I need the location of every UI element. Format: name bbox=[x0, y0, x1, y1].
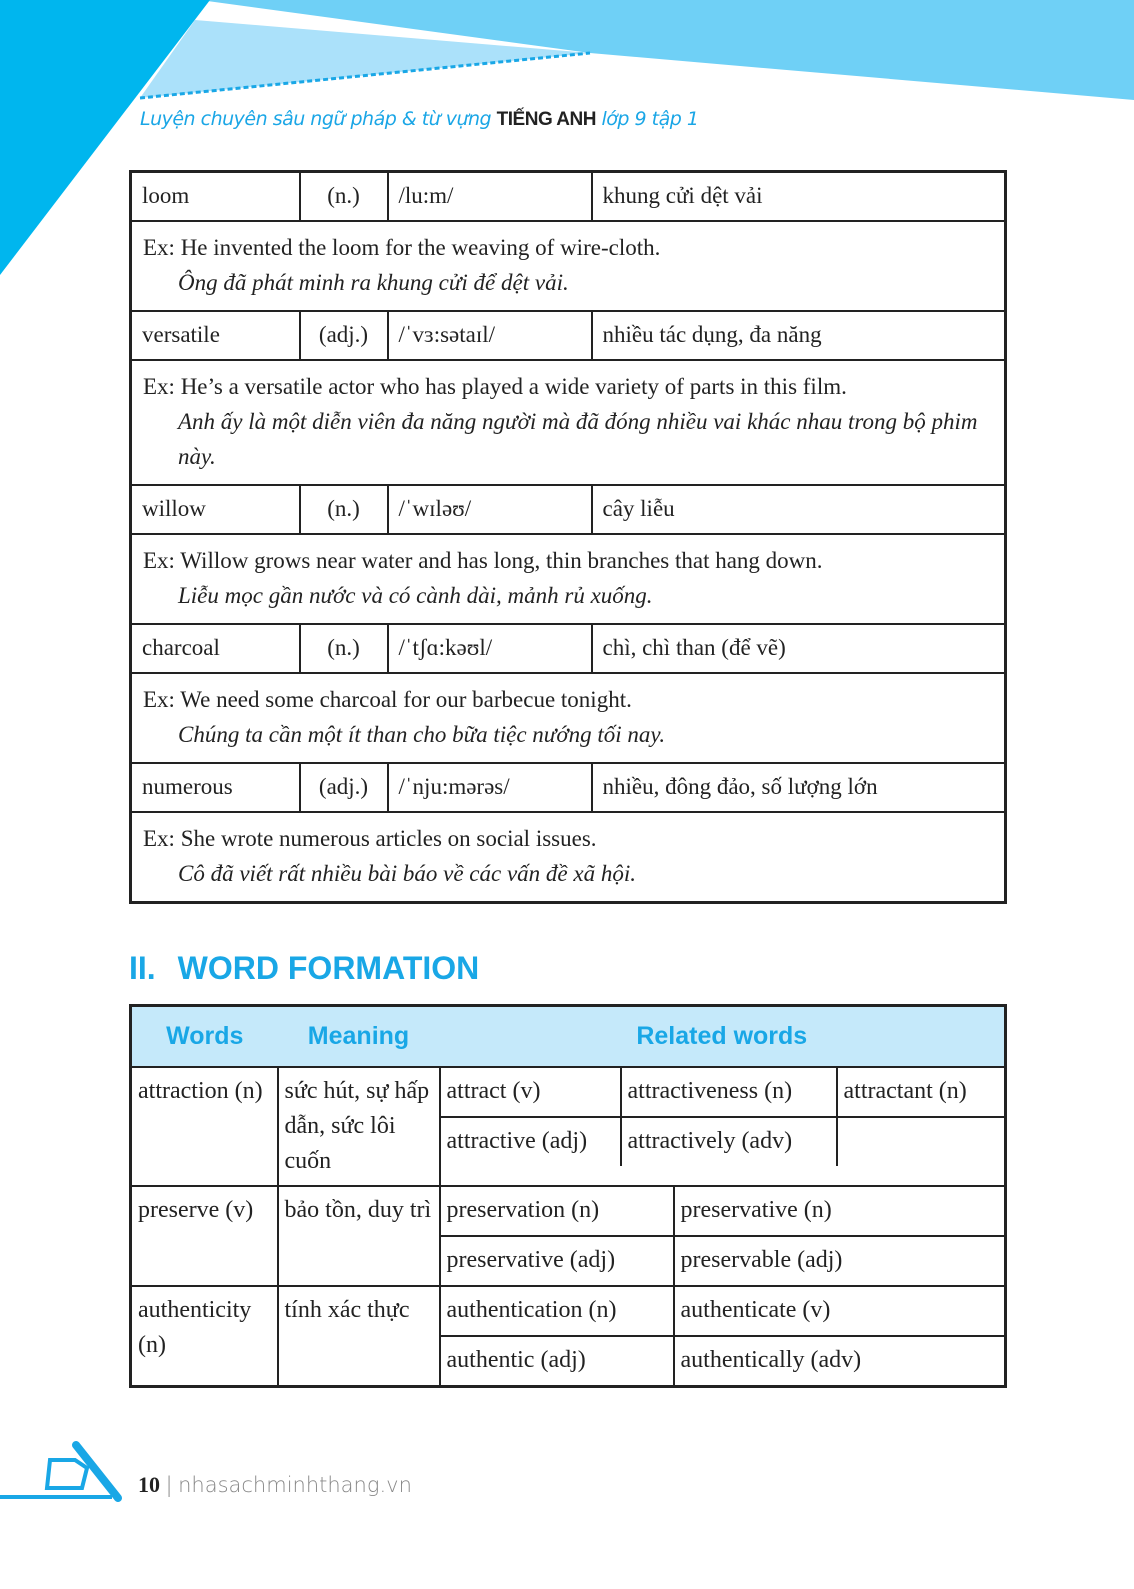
header-decoration bbox=[0, 0, 1134, 275]
vocab-word: numerous bbox=[129, 761, 301, 813]
vocab-meaning: chì, chì than (để vẽ) bbox=[590, 622, 1007, 674]
header-related-words: Related words bbox=[439, 1005, 1006, 1067]
example-translation: Cô đã viết rất nhiều bài báo về các vấn … bbox=[178, 860, 636, 886]
related-word: authenticate (v) bbox=[673, 1286, 1007, 1337]
vocab-pos: (adj.) bbox=[298, 761, 389, 813]
vocab-row: loom (n.) /lu:m/ khung cửi dệt vải bbox=[129, 170, 1007, 222]
vocab-row: charcoal (n.) /ˈtʃɑ:kəʊl/ chì, chì than … bbox=[129, 622, 1007, 674]
vocab-pos: (n.) bbox=[298, 170, 389, 222]
base-word: authenticity (n) bbox=[129, 1284, 279, 1387]
vocab-example-row: Ex: He invented the loom for the weaving… bbox=[129, 219, 1007, 312]
example-sentence: Ex: We need some charcoal for our barbec… bbox=[143, 686, 632, 712]
footer: 10 | nhasachminhthang.vn bbox=[138, 1472, 412, 1498]
running-title-post: lớp 9 tập 1 bbox=[601, 108, 699, 130]
vocab-ipa: /ˈtʃɑ:kəʊl/ bbox=[386, 622, 593, 674]
writing-hand-icon bbox=[0, 1441, 122, 1502]
related-word bbox=[837, 1117, 1007, 1166]
footer-separator: | bbox=[165, 1473, 173, 1497]
related-word: attractive (adj) bbox=[440, 1116, 622, 1166]
vocab-meaning: nhiều tác dụng, đa năng bbox=[590, 309, 1007, 361]
word-formation-table: Words Meaning Related words attraction (… bbox=[129, 1004, 1007, 1388]
section-number: II. bbox=[129, 950, 156, 986]
word-meaning: tính xác thực bbox=[276, 1284, 441, 1387]
related-words-cell: attract (v) attractiveness (n) attractant … bbox=[438, 1065, 1007, 1187]
vocab-ipa: /ˈvɜ:sətaɪl/ bbox=[386, 309, 593, 361]
vocab-row: numerous (adj.) /ˈnju:mərəs/ nhiều, đông… bbox=[129, 761, 1007, 813]
example-sentence: Ex: He invented the loom for the weaving… bbox=[143, 234, 661, 260]
related-word: preservation (n) bbox=[440, 1186, 675, 1237]
vocab-ipa: /ˈnju:mərəs/ bbox=[386, 761, 593, 813]
related-word: preservative (adj) bbox=[440, 1235, 675, 1285]
example-translation: Ông đã phát minh ra khung cửi để dệt vải… bbox=[178, 269, 569, 295]
vocab-example-row: Ex: He’s a versatile actor who has playe… bbox=[129, 358, 1007, 486]
vocab-pos: (adj.) bbox=[298, 309, 389, 361]
footer-site: nhasachminhthang.vn bbox=[178, 1473, 412, 1497]
related-words-cell: authentication (n) authenticate (v) authen… bbox=[438, 1284, 1007, 1387]
running-title: Luyện chuyên sâu ngữ pháp & từ vựng TIẾN… bbox=[140, 108, 699, 131]
related-word: preservative (n) bbox=[673, 1186, 1007, 1237]
example-translation: Liễu mọc gần nước và có cành dài, mảnh r… bbox=[178, 582, 653, 608]
vocab-pos: (n.) bbox=[298, 622, 389, 674]
related-word: attract (v) bbox=[440, 1067, 622, 1118]
related-word: attractiveness (n) bbox=[620, 1067, 838, 1118]
vocab-pos: (n.) bbox=[298, 483, 389, 535]
word-formation-row: authenticity (n) tính xác thực authentic… bbox=[129, 1284, 1007, 1387]
vocab-meaning: nhiều, đông đảo, số lượng lớn bbox=[590, 761, 1007, 813]
related-word: preservable (adj) bbox=[680, 1247, 843, 1273]
section-title: WORD FORMATION bbox=[177, 950, 480, 986]
example-sentence: Ex: Willow grows near water and has long… bbox=[143, 547, 823, 573]
word-meaning: bảo tồn, duy trì bbox=[276, 1184, 441, 1287]
page-number: 10 bbox=[138, 1472, 160, 1497]
related-word: authentic (adj) bbox=[440, 1335, 675, 1385]
vocab-example-row: Ex: She wrote numerous articles on socia… bbox=[129, 810, 1007, 903]
base-word: attraction (n) bbox=[129, 1065, 279, 1187]
example-translation: Anh ấy là một diễn viên đa năng người mà… bbox=[178, 408, 978, 469]
example-translation: Chúng ta cần một ít than cho bữa tiệc nư… bbox=[178, 721, 666, 747]
vocab-row: versatile (adj.) /ˈvɜ:sətaɪl/ nhiều tác … bbox=[129, 309, 1007, 361]
vocab-row: willow (n.) /ˈwɪləʊ/ cây liễu bbox=[129, 483, 1007, 535]
related-word: authentication (n) bbox=[440, 1286, 675, 1337]
vocab-example-row: Ex: Willow grows near water and has long… bbox=[129, 532, 1007, 625]
vocab-word: charcoal bbox=[129, 622, 301, 674]
vocab-example-row: Ex: We need some charcoal for our barbec… bbox=[129, 671, 1007, 764]
example-sentence: Ex: He’s a versatile actor who has playe… bbox=[143, 373, 847, 399]
vocab-word: willow bbox=[129, 483, 301, 535]
example-sentence: Ex: She wrote numerous articles on socia… bbox=[143, 825, 597, 851]
vocab-ipa: /ˈwɪləʊ/ bbox=[386, 483, 593, 535]
word-formation-row: attraction (n) sức hút, sự hấp dẫn, sức … bbox=[129, 1065, 1007, 1187]
vocab-ipa: /lu:m/ bbox=[386, 170, 593, 222]
related-word: attractively (adv) bbox=[620, 1116, 838, 1166]
header-meaning: Meaning bbox=[277, 1005, 440, 1067]
related-word: authentically (adv) bbox=[680, 1347, 862, 1373]
related-word: attractant (n) bbox=[836, 1067, 1007, 1118]
section-heading: II. WORD FORMATION bbox=[129, 950, 501, 987]
base-word: preserve (v) bbox=[129, 1184, 279, 1287]
header-words: Words bbox=[130, 1005, 278, 1067]
vocab-word: versatile bbox=[129, 309, 301, 361]
vocab-word: loom bbox=[129, 170, 301, 222]
vocab-meaning: cây liễu bbox=[590, 483, 1007, 535]
running-title-pre: Luyện chuyên sâu ngữ pháp & từ vựng bbox=[140, 108, 492, 130]
vocab-meaning: khung cửi dệt vải bbox=[590, 170, 1007, 222]
running-title-bold: TIẾNG ANH bbox=[496, 109, 597, 130]
related-words-cell: preservation (n) preservative (n) preserva… bbox=[438, 1184, 1007, 1287]
word-formation-row: preserve (v) bảo tồn, duy trì preservati… bbox=[129, 1184, 1007, 1287]
word-meaning: sức hút, sự hấp dẫn, sức lôi cuốn bbox=[276, 1065, 441, 1187]
vocabulary-table: loom (n.) /lu:m/ khung cửi dệt vải Ex: H… bbox=[129, 170, 1007, 904]
